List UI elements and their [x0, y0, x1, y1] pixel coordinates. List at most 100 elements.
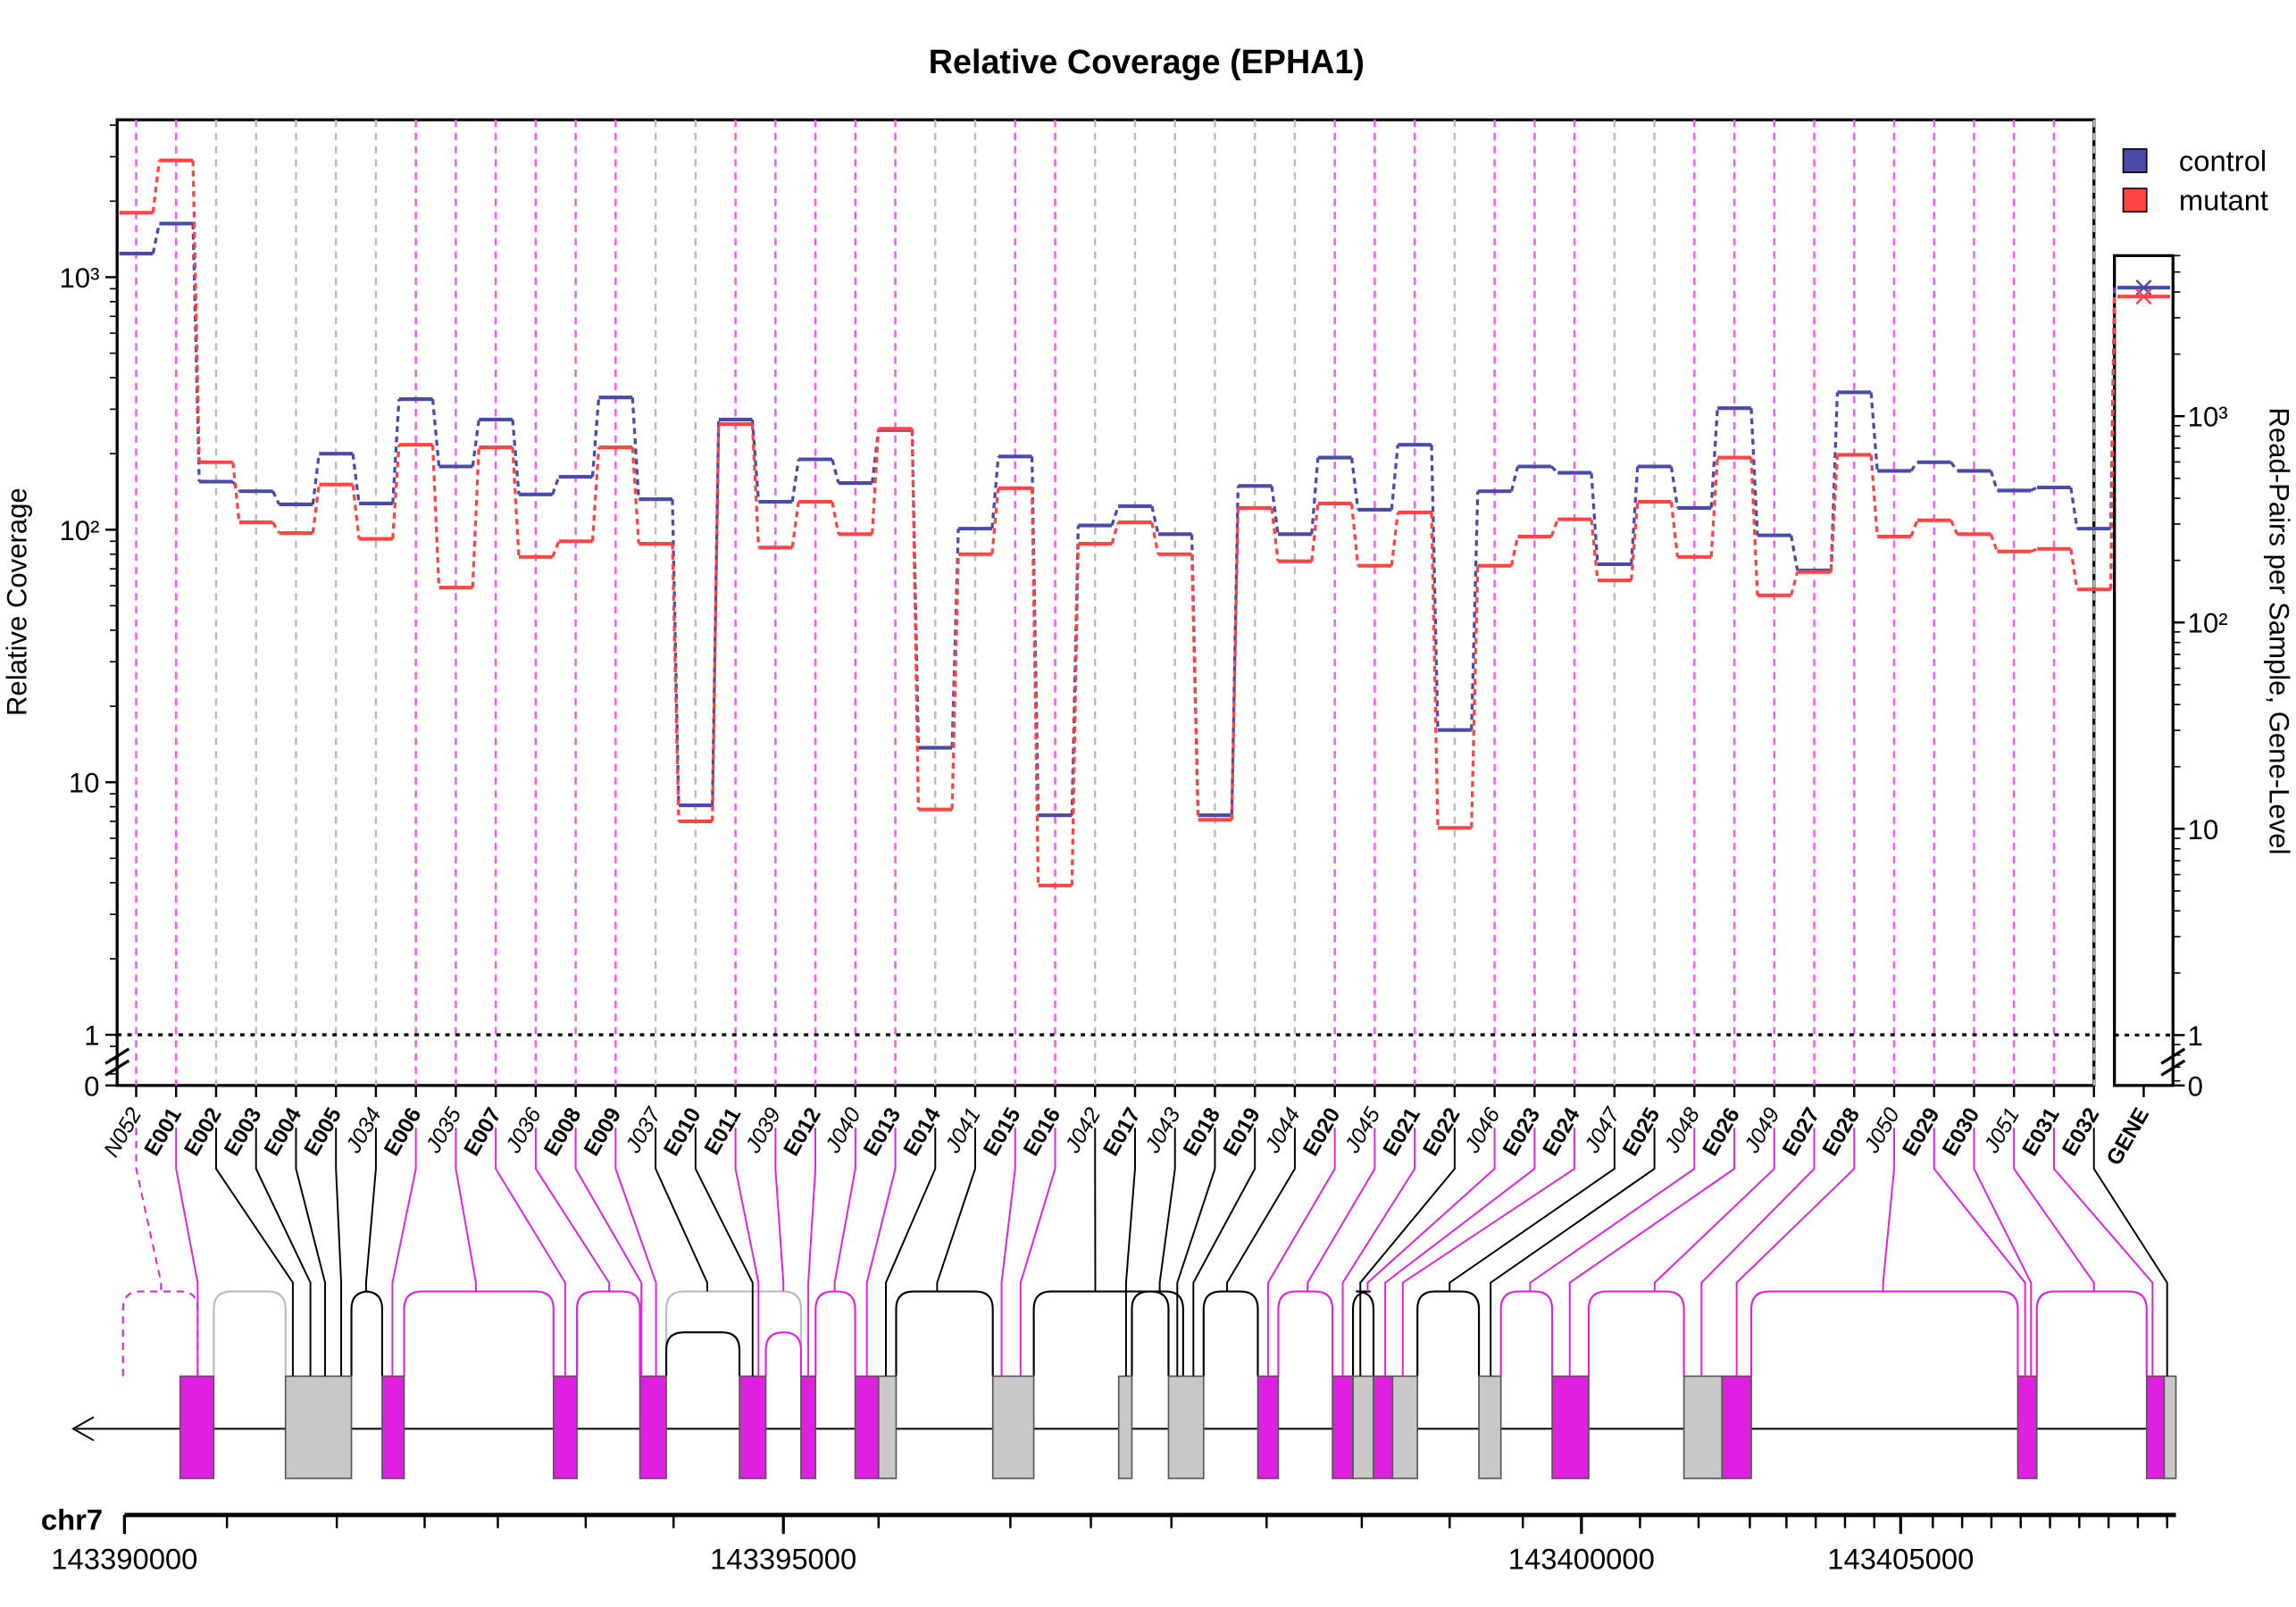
x-tick-label: E010 [659, 1103, 705, 1160]
junction-arc [664, 1290, 802, 1377]
genome-tick-label: 143395000 [710, 1542, 856, 1575]
x-tick-label: E007 [460, 1103, 506, 1160]
y-tick-label: 10 [69, 768, 100, 799]
feature-connector [574, 1128, 643, 1377]
x-tick-label: E003 [220, 1103, 266, 1160]
x-tick-label: J037 [621, 1103, 666, 1158]
step-connector [790, 459, 800, 503]
step-connector [1390, 512, 1399, 566]
step-connector [511, 419, 521, 495]
junction-arc [1351, 1290, 1375, 1377]
x-tick-label: E029 [1898, 1103, 1944, 1160]
feature-connector [1366, 1128, 1496, 1292]
x-tick-label: E023 [1499, 1103, 1545, 1160]
step-connector [2030, 547, 2038, 554]
x-tick-label: E011 [700, 1103, 746, 1159]
y-tick-label: 10² [59, 515, 99, 546]
junction-arc [2035, 1290, 2148, 1377]
step-connector [790, 501, 800, 548]
exon-box [1167, 1375, 1205, 1479]
step-connector [1709, 408, 1719, 509]
feature-connector [1401, 1128, 1576, 1377]
feature-connector [1933, 1128, 2026, 1377]
feature-connector [885, 1128, 937, 1377]
feature-connector [614, 1128, 657, 1377]
x-tick-label: E013 [859, 1103, 906, 1160]
legend-label: mutant [2179, 184, 2268, 217]
junction-arc [121, 1290, 199, 1377]
step-connector [1110, 521, 1120, 545]
x-tick-label: J045 [1340, 1103, 1386, 1158]
feature-connector [865, 1128, 897, 1377]
exon-box [2016, 1375, 2038, 1479]
junction-arc [1202, 1290, 1259, 1377]
x-tick-label: E002 [180, 1103, 227, 1160]
x-tick-label: E022 [1419, 1103, 1465, 1160]
x-tick-label: E015 [979, 1103, 1025, 1160]
feature-connector [2092, 1128, 2168, 1377]
step-connector [1509, 536, 1520, 567]
y2-tick-label: 10² [2188, 608, 2228, 639]
x-tick-label: E012 [780, 1103, 826, 1160]
exon-box [381, 1375, 405, 1479]
gene-model: chr7 143390000 143395000 143400000 143405000 [41, 1128, 2177, 1575]
y2-tick-label: 10 [2188, 814, 2219, 845]
step-connector [1310, 457, 1320, 535]
feature-connector [175, 1128, 199, 1377]
x-tick-label: E017 [1099, 1103, 1146, 1160]
x-tick-label: E009 [580, 1103, 626, 1160]
feature-connector [1384, 1128, 1536, 1377]
step-connector [1349, 457, 1360, 511]
exon-box [284, 1375, 353, 1479]
y-tick-label: 10³ [59, 262, 99, 294]
x-tick-label: J043 [1140, 1103, 1186, 1158]
junction-arc [895, 1290, 994, 1377]
feature-connector [495, 1128, 566, 1377]
x-tick-label: E021 [1379, 1103, 1425, 1160]
step-connector [1349, 503, 1360, 566]
feature-connector [391, 1128, 417, 1377]
x-tick-label: J039 [741, 1103, 787, 1158]
x-tick-label: J046 [1460, 1103, 1506, 1158]
step-connector [271, 490, 281, 505]
junction-arc [1032, 1290, 1170, 1377]
genome-tick-label: 143405000 [1827, 1542, 1974, 1575]
feature-connector [335, 1128, 343, 1377]
feature-connector [1124, 1128, 1136, 1377]
exon-box [800, 1375, 817, 1479]
x-tick-label: J042 [1060, 1103, 1106, 1158]
step-connector [2030, 486, 2038, 492]
junction-arc [1277, 1290, 1334, 1377]
exon-box [179, 1375, 215, 1479]
step-connector [471, 446, 480, 588]
step-connector [1869, 392, 1879, 471]
exon-box [739, 1375, 767, 1479]
gene-panel-frame [2113, 254, 2175, 1087]
step-connector [1590, 519, 1599, 581]
feature-connector [1490, 1128, 1656, 1377]
step-connector [1430, 512, 1440, 828]
x-tick-label: J036 [501, 1103, 547, 1158]
exon-box [1721, 1375, 1752, 1479]
exon-box [2163, 1375, 2177, 1479]
x-tick-label: E030 [1938, 1103, 1984, 1160]
feature-connector [1158, 1128, 1176, 1292]
step-connector [1669, 466, 1680, 509]
step-connector [551, 476, 561, 495]
step-connector [1829, 392, 1840, 570]
step-connector [430, 445, 441, 588]
junction-arc [1499, 1290, 1554, 1377]
step-connector [590, 446, 601, 542]
step-connector [1230, 507, 1240, 820]
step-connector [1950, 461, 1958, 472]
feature-connector [1700, 1128, 1816, 1377]
feature-connector [1019, 1128, 1056, 1377]
step-connector [391, 445, 401, 539]
y-tick-label: 1 [84, 1020, 99, 1052]
exon-box [1352, 1375, 1374, 1479]
step-connector [1030, 487, 1040, 886]
exon-box [1391, 1375, 1419, 1479]
x-tick-label: N052 [99, 1103, 146, 1162]
step-connector [871, 429, 881, 535]
junction-arc [575, 1290, 641, 1377]
